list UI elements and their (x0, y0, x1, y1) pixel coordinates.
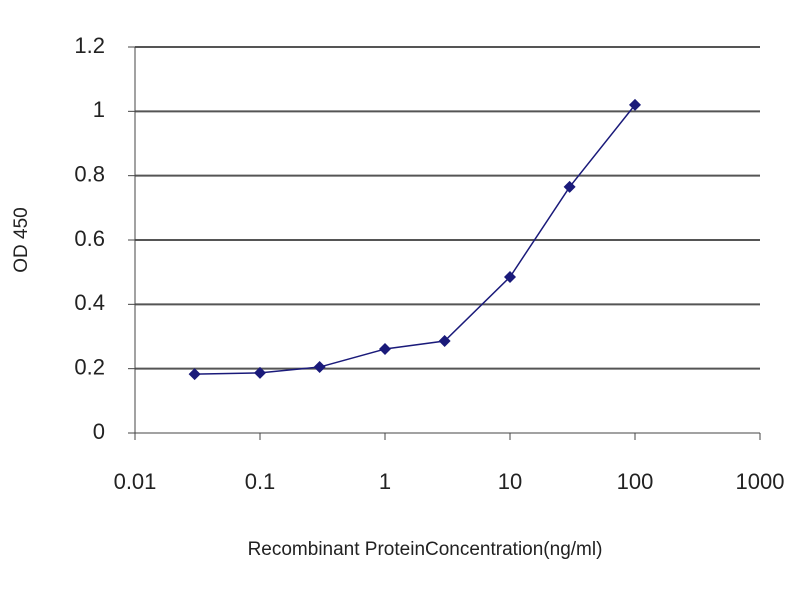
data-point (563, 180, 576, 193)
data-point (629, 98, 641, 111)
data-point (188, 368, 201, 381)
x-tick-label: 10 (498, 469, 522, 494)
data-point (254, 366, 266, 379)
y-tick-label: 0.2 (74, 354, 105, 379)
data-point (379, 343, 391, 356)
data-point (438, 335, 451, 348)
x-tick-label: 100 (617, 469, 654, 494)
y-tick-label: 0 (93, 419, 105, 444)
y-tick-label: 1 (93, 97, 105, 122)
x-tick-label: 1 (379, 469, 391, 494)
x-tick-label: 0.1 (245, 469, 276, 494)
y-tick-label: 0.8 (74, 161, 105, 186)
data-point (313, 361, 326, 374)
data-line (194, 104, 636, 375)
y-tick-label: 0.6 (74, 226, 105, 251)
data-point (504, 270, 516, 283)
y-axis-title: OD 450 (11, 207, 32, 272)
y-tick-label: 0.4 (74, 290, 105, 315)
x-tick-label: 0.01 (114, 469, 157, 494)
y-tick-label: 1.2 (74, 33, 105, 58)
x-axis-title: Recombinant ProteinConcentration(ng/ml) (248, 539, 603, 560)
x-tick-label: 1000 (736, 469, 785, 494)
